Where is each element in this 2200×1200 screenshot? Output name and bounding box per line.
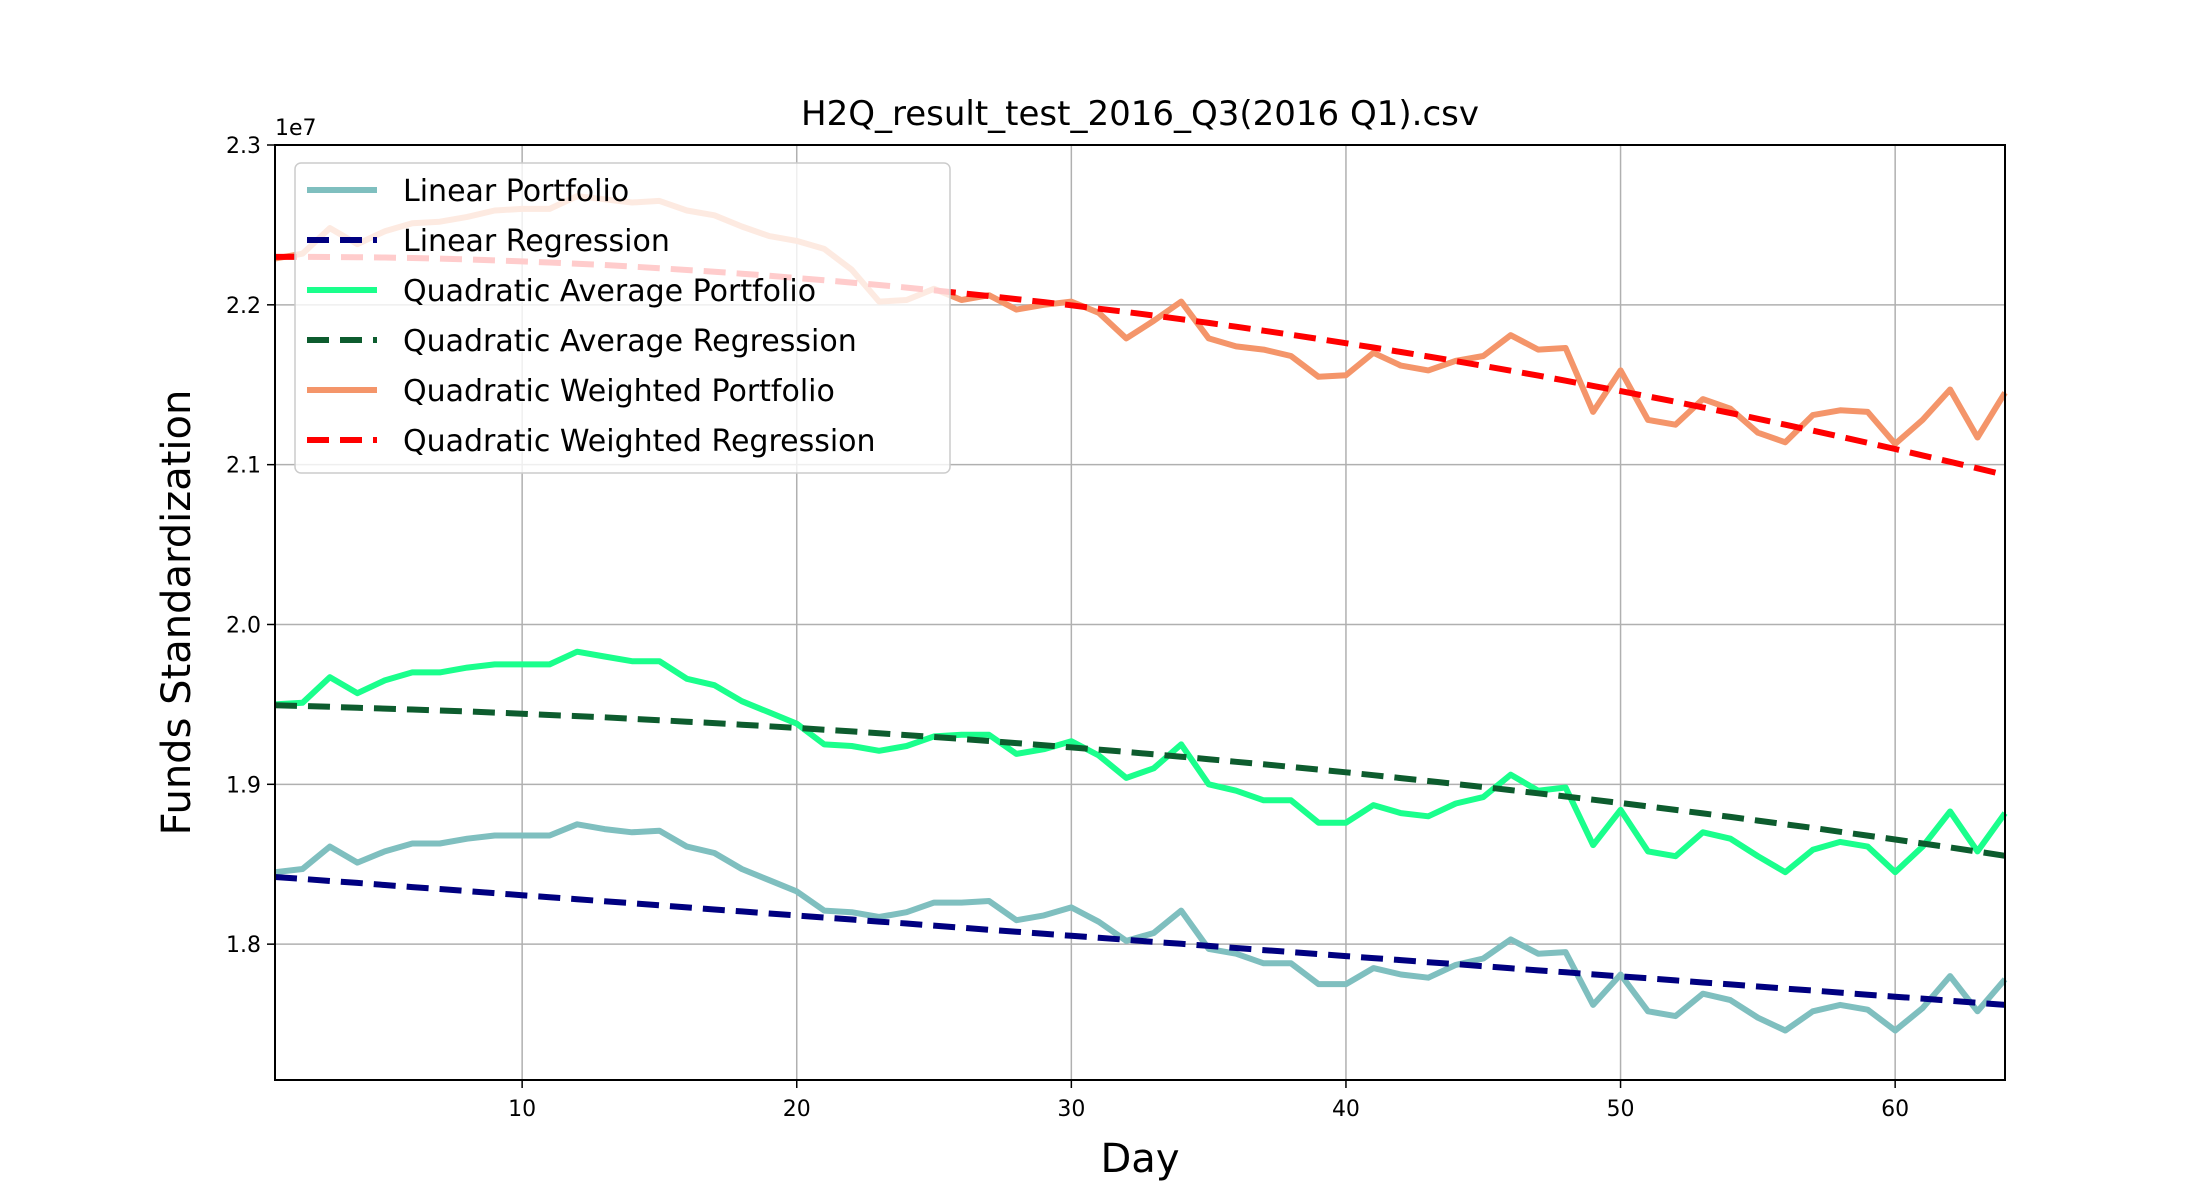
chart-title: H2Q_result_test_2016_Q3(2016 Q1).csv: [801, 94, 1479, 134]
axis-ticks: 10 20 30 40 50 60 1.8 1.9 2.0 2.1 2.2 2.3: [226, 134, 1909, 1122]
legend-entry: Linear Regression: [403, 224, 670, 259]
series-line-quadratic-weighted-regression: [275, 253, 2006, 478]
plot-frame: [274, 144, 2006, 1081]
x-tick-label: 10: [508, 1097, 536, 1122]
legend-box: [294, 162, 951, 474]
y-tick-label: 2.3: [226, 134, 261, 159]
x-tick-label: 60: [1881, 1097, 1909, 1122]
series-line-linear-regression: [274, 874, 2006, 1008]
legend: Linear Portfolio Linear Regression Quadrat…: [294, 162, 951, 474]
series-line-quadratic-average-regression: [274, 702, 2006, 859]
x-tick-label: 50: [1607, 1097, 1635, 1122]
legend-entry: Quadratic Weighted Regression: [403, 424, 876, 459]
x-tick-label: 40: [1332, 1097, 1360, 1122]
y-tick-label: 2.0: [226, 613, 261, 638]
y-tick-label: 2.2: [226, 294, 261, 319]
x-tick-label: 20: [783, 1097, 811, 1122]
x-axis-label: Day: [1101, 1136, 1180, 1182]
y-tick-label: 1.8: [226, 933, 261, 958]
x-tick-label: 30: [1057, 1097, 1085, 1122]
series-line-quadratic-average-portfolio: [274, 648, 2008, 876]
series-line-linear-portfolio: [274, 821, 2008, 1034]
y-axis-offset-label: 1e7: [275, 116, 317, 141]
y-tick-label: 2.1: [226, 454, 261, 479]
y-tick-label: 1.9: [226, 773, 261, 798]
legend-entry: Quadratic Weighted Portfolio: [403, 374, 835, 409]
legend-entry: Quadratic Average Portfolio: [403, 274, 816, 309]
legend-entry: Quadratic Average Regression: [403, 324, 857, 359]
legend-entry: Linear Portfolio: [403, 174, 629, 209]
y-axis-label: Funds Standardization: [154, 390, 200, 836]
